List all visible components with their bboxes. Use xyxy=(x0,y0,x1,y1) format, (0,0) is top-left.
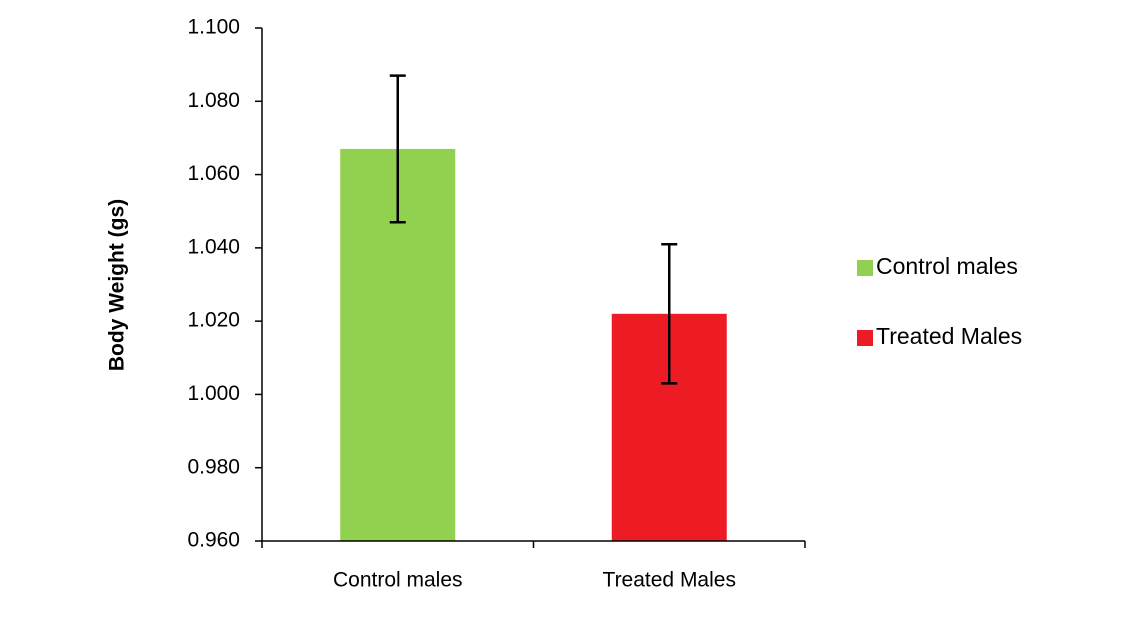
y-tick-label: 1.100 xyxy=(187,16,240,39)
y-tick-label: 1.000 xyxy=(187,382,240,405)
y-tick-label: 0.980 xyxy=(187,455,240,478)
y-tick-label: 1.080 xyxy=(187,89,240,112)
y-tick-label: 0.960 xyxy=(187,529,240,552)
y-tick-label: 1.020 xyxy=(187,309,240,332)
y-tick-label: 1.040 xyxy=(187,235,240,258)
legend-label: Treated Males xyxy=(876,323,1022,349)
legend-swatch xyxy=(857,260,873,276)
legend-label: Control males xyxy=(876,253,1018,279)
y-axis-label: Body Weight (gs) xyxy=(106,199,129,371)
x-tick-label: Control males xyxy=(333,569,463,592)
x-tick-label: Treated Males xyxy=(603,569,736,592)
y-tick-label: 1.060 xyxy=(187,162,240,185)
legend-swatch xyxy=(857,330,873,346)
